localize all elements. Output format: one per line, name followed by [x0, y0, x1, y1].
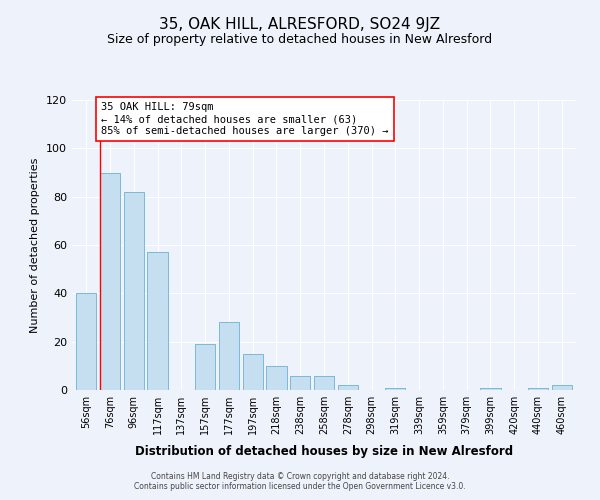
Text: Contains public sector information licensed under the Open Government Licence v3: Contains public sector information licen… — [134, 482, 466, 491]
Bar — [148, 252, 167, 390]
Bar — [481, 388, 500, 390]
Text: Contains HM Land Registry data © Crown copyright and database right 2024.: Contains HM Land Registry data © Crown c… — [151, 472, 449, 481]
Text: 35, OAK HILL, ALRESFORD, SO24 9JZ: 35, OAK HILL, ALRESFORD, SO24 9JZ — [160, 18, 440, 32]
Bar — [528, 388, 548, 390]
Bar — [219, 322, 239, 390]
Bar — [314, 376, 334, 390]
Bar — [551, 385, 572, 390]
Bar — [100, 172, 120, 390]
Bar — [124, 192, 144, 390]
Bar — [290, 376, 310, 390]
X-axis label: Distribution of detached houses by size in New Alresford: Distribution of detached houses by size … — [135, 446, 513, 458]
Bar — [385, 388, 406, 390]
Bar — [242, 354, 263, 390]
Bar — [338, 385, 358, 390]
Y-axis label: Number of detached properties: Number of detached properties — [31, 158, 40, 332]
Bar — [266, 366, 287, 390]
Text: Size of property relative to detached houses in New Alresford: Size of property relative to detached ho… — [107, 32, 493, 46]
Bar — [195, 344, 215, 390]
Text: 35 OAK HILL: 79sqm
← 14% of detached houses are smaller (63)
85% of semi-detache: 35 OAK HILL: 79sqm ← 14% of detached hou… — [101, 102, 389, 136]
Bar — [76, 294, 97, 390]
